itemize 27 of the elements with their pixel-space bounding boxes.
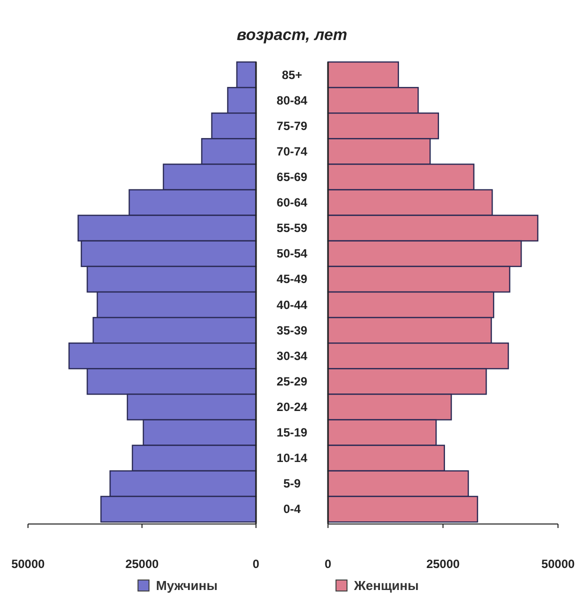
y-tick-label: 50-54	[276, 246, 308, 261]
y-tick-label: 80-84	[276, 93, 308, 108]
x-tick-label: 25000	[125, 557, 160, 571]
text: Мужчины	[156, 578, 218, 593]
y-tick-label: 45-49	[276, 272, 308, 286]
y-tick-label: 10-14	[276, 451, 308, 466]
y-tick-label: 35-39	[276, 323, 308, 338]
y-tick-label: 0-4	[283, 502, 301, 516]
x-tick-label: 50000	[11, 557, 46, 571]
y-tick-label: 75-79	[276, 118, 308, 133]
y-tick-label: 65-69	[276, 170, 308, 184]
x-tick-label: 25000	[426, 557, 460, 571]
y-tick-label: 25-29	[276, 374, 308, 388]
y-tick-label: 40-44	[276, 298, 308, 312]
y-tick-label: 85+	[282, 68, 302, 82]
text: Женщины	[353, 578, 419, 593]
y-tick-label: 70-74	[276, 144, 308, 158]
x-tick-label: 0	[324, 557, 332, 571]
y-tick-label: 55-59	[276, 221, 308, 236]
y-tick-label: 20-24	[276, 400, 308, 414]
text: возраст, лет	[236, 27, 348, 44]
y-tick-label: 15-19	[276, 426, 308, 440]
y-tick-label: 60-64	[276, 196, 308, 210]
y-tick-label: 30-34	[276, 348, 308, 363]
x-tick-label: 0	[252, 557, 260, 571]
x-tick-label: 50000	[541, 557, 576, 571]
y-tick-label: 5-9	[283, 476, 301, 491]
